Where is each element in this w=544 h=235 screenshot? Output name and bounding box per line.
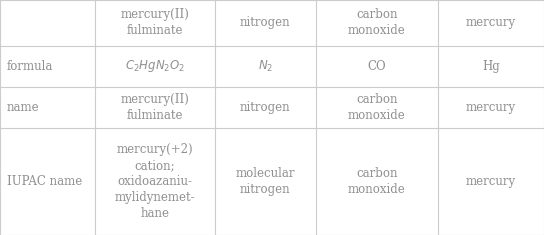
Text: mercury(+2)
cation;
oxidoazaniu-
mylidynemet-
hane: mercury(+2) cation; oxidoazaniu- mylidyn… — [115, 143, 195, 220]
Text: molecular
nitrogen: molecular nitrogen — [236, 167, 295, 196]
Text: CO: CO — [367, 60, 386, 73]
Text: IUPAC name: IUPAC name — [7, 175, 82, 188]
Text: carbon
monoxide: carbon monoxide — [348, 167, 406, 196]
Text: carbon
monoxide: carbon monoxide — [348, 93, 406, 122]
Text: mercury(II)
fulminate: mercury(II) fulminate — [121, 8, 189, 37]
Text: carbon
monoxide: carbon monoxide — [348, 8, 406, 37]
Text: nitrogen: nitrogen — [240, 101, 290, 114]
Text: $N_2$: $N_2$ — [258, 59, 273, 74]
Text: mercury: mercury — [466, 175, 516, 188]
Text: Hg: Hg — [482, 60, 500, 73]
Text: nitrogen: nitrogen — [240, 16, 290, 29]
Text: mercury(II)
fulminate: mercury(II) fulminate — [121, 93, 189, 122]
Text: name: name — [7, 101, 39, 114]
Text: $C_2HgN_2O_2$: $C_2HgN_2O_2$ — [125, 58, 185, 74]
Text: mercury: mercury — [466, 16, 516, 29]
Text: formula: formula — [7, 60, 53, 73]
Text: mercury: mercury — [466, 101, 516, 114]
